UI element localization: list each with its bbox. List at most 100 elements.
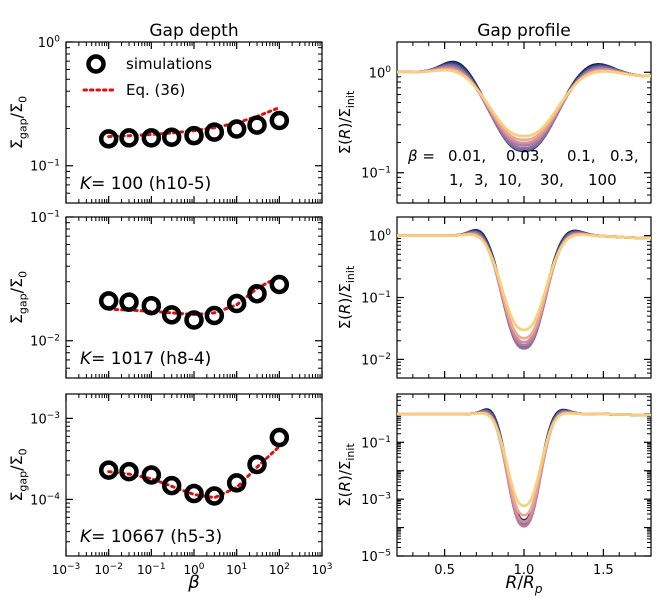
y-tick-label: 10−3 [30,411,60,427]
simulation-marker [247,115,267,135]
profile-line-beta-0.03 [397,408,651,523]
simulation-marker [161,127,182,147]
profile-line-beta-30 [397,67,651,141]
x-tick-label: 10−1 [137,562,166,577]
k-annotation: K= 1017 (h8-4) [80,349,211,369]
legend-label: Eq. (36) [126,81,185,99]
simulation-marker [98,291,119,311]
profile-panel-1: 100 10−1Σ(R)/Σinit Gap profile β = 0.01, 0.03… [336,21,652,204]
y-tick-label: 10−3 [361,492,391,508]
profile-curves [397,60,651,153]
simulation-marker [247,283,267,304]
simulation-marker [184,483,204,504]
beta-legend-label: 10, [498,171,522,189]
beta-legend-label: 3, [474,171,488,189]
y-tick-label: 100 [369,65,392,81]
beta-legend-label: 0.3, [610,147,639,165]
y-tick-label: 100 [38,35,61,51]
simulation-marker [204,122,225,142]
x-tick-label: 1.5 [593,563,614,578]
simulation-marker [161,475,182,496]
y-tick-label: 10−2 [30,333,60,349]
profile-line-beta-0.01 [397,60,651,153]
y-axis-label: Σgap/Σ0 [7,96,29,149]
simulation-marker [226,293,247,314]
y-tick-label: 10−4 [30,492,60,508]
y-tick-label: 100 [369,228,392,244]
simulation-marker [119,128,139,148]
profile-line-beta-3 [397,65,651,147]
x-axis-label: β [187,572,200,593]
beta-legend-label: 0.03, [506,147,544,165]
legend-label: simulations [126,55,212,73]
simulation-marker [269,427,290,448]
beta-legend-label: 100 [588,171,617,189]
profile-line-beta-100 [397,412,651,508]
simulation-marker [204,486,225,506]
profile-line-beta-3 [397,232,651,347]
y-tick-label: 10−1 [30,210,60,226]
profile-panel-3-frame [396,393,652,557]
legend-marker [86,54,106,74]
y-axis-label: Σ(R)/Σinit [336,90,357,154]
simulation-marker [161,305,182,325]
simulation-marker [226,119,247,139]
beta-legend-title: β = [407,147,435,165]
profile-panel-2: 100 10−1 10−2 Σ(R)/Σinit [336,216,652,379]
simulation-marker [141,295,162,316]
legend: simulations Eq. (36) [82,54,212,99]
profile-curves [397,228,651,350]
beta-legend-label: 30, [540,171,564,189]
profile-line-beta-10 [397,232,651,344]
x-tick-label: 1.0 [514,563,535,578]
y-tick-label: 10−2 [361,352,391,368]
beta-legend-label: 0.1, [567,147,596,165]
profile-line-beta-1 [397,410,651,527]
simulation-marker [98,460,119,480]
simulation-marker [98,129,119,149]
y-tick-label: 10−1 [30,158,60,174]
profile-line-beta-100 [397,233,651,332]
profile-line-beta-100 [397,68,651,138]
k-annotation: K= 10667 (h5-3) [80,527,222,547]
y-axis-label: Σgap/Σ0 [7,271,29,324]
x-tick-label: 102 [269,562,290,577]
y-tick-label: 10−1 [361,165,391,181]
profile-line-beta-30 [397,233,651,340]
simulation-marker [119,461,139,482]
x-tick-label: 10−3 [52,562,81,577]
beta-legend-label: 1, [449,171,463,189]
simulation-marker [184,310,204,330]
x-tick-label: 100 [183,562,204,577]
simulation-marker [184,125,204,146]
profile-line-beta-0.01 [397,408,651,522]
simulation-marker [119,292,139,312]
simulation-marker [269,274,290,295]
profile-panel-3: 10−1 10−3 10−5 0.5 1.0 1.5 Σ(R)/Σinit R/Rp [336,393,652,596]
k-annotation: K= 100 (h10-5) [80,174,211,194]
x-tick-label: 101 [226,562,247,577]
simulation-marker [141,465,162,485]
simulation-marker [204,305,225,326]
depth-panel-3: 10−3 10−4 10−3 10−2 10−1 100 101 102 103 Σgap/Σ0 K… [7,393,333,593]
profile-line-beta-0.01 [397,228,651,348]
y-tick-label: 10−1 [361,435,391,451]
y-axis-label: Σgap/Σ0 [7,448,29,501]
beta-legend: β = 0.01, 0.03, 0.1, 0.3, 1, 3, 10, 30, 100 [407,147,639,189]
profile-line-beta-30 [397,411,651,517]
simulation-marker [226,473,247,493]
x-tick-label: 0.5 [434,563,455,578]
y-axis-label: Σ(R)/Σinit [336,443,357,507]
beta-legend-label: 0.01, [448,147,486,165]
x-tick-label: 103 [311,562,332,577]
y-axis-label: Σ(R)/Σinit [336,265,357,329]
x-tick-label: 10−2 [94,562,123,577]
x-axis-label: R/Rp [506,573,543,596]
profile-curves [397,408,651,528]
y-tick-label: 10−5 [361,549,391,565]
y-tick-label: 10−1 [361,290,391,306]
profile-line-beta-3 [397,410,651,528]
